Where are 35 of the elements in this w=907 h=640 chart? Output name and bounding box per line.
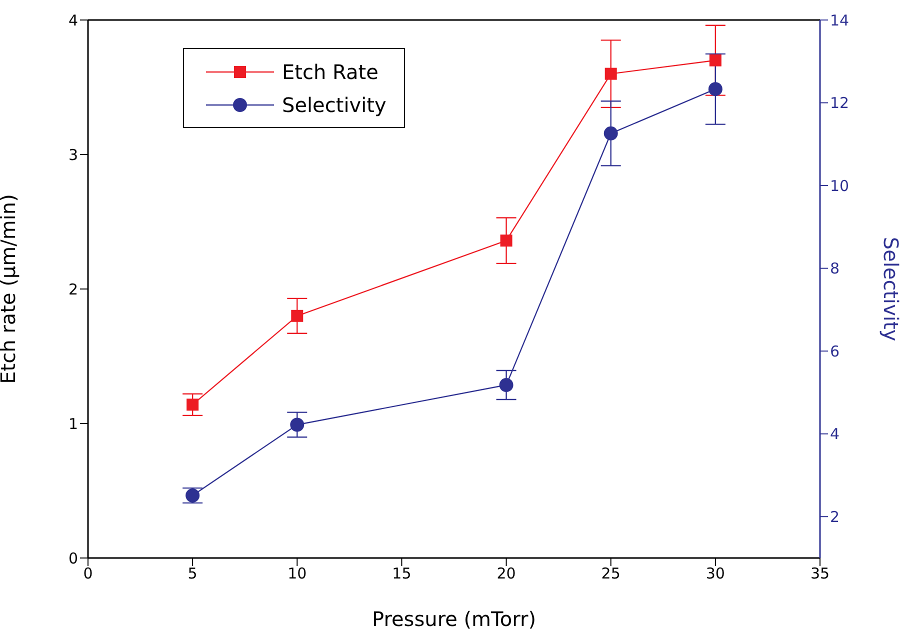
y2-tick-label: 4 (830, 425, 840, 444)
x-tick-label: 10 (288, 564, 307, 583)
x-tick-label: 30 (706, 564, 725, 583)
y-axis-title: Etch rate (µm/min) (0, 194, 20, 384)
legend-label: Selectivity (282, 92, 386, 116)
point (499, 378, 514, 392)
y-tick-label: 0 (68, 549, 78, 568)
x-tick-label: 15 (392, 564, 412, 583)
x-tick-label: 35 (810, 564, 830, 583)
y2-tick-label: 10 (830, 176, 850, 195)
y2-tick-label: 2 (830, 508, 840, 526)
y-tick-label: 1 (68, 414, 78, 433)
y2-tick-label: 12 (830, 94, 850, 112)
x-axis-title: Pressure (mTorr) (372, 607, 536, 631)
point (291, 310, 304, 322)
y2-tick-label: 6 (830, 342, 840, 360)
y-tick-label: 3 (68, 146, 78, 164)
legend-label: Etch Rate (282, 60, 378, 84)
x-tick-label: 5 (188, 564, 198, 583)
y-tick-label: 4 (68, 11, 78, 30)
point (604, 68, 617, 80)
point (604, 126, 618, 140)
x-tick-label: 25 (601, 564, 620, 583)
point (500, 234, 512, 247)
point (186, 488, 200, 503)
x-tick-label: 20 (496, 564, 516, 583)
y2-axis-title: Selectivity (878, 236, 903, 342)
point (708, 82, 722, 96)
x-tick-label: 0 (83, 564, 93, 583)
point (709, 54, 722, 66)
point (186, 398, 199, 411)
y2-tick-label: 8 (830, 260, 840, 278)
point (290, 418, 304, 432)
y-tick-label: 2 (68, 280, 78, 298)
y2-tick-label: 14 (830, 11, 850, 30)
